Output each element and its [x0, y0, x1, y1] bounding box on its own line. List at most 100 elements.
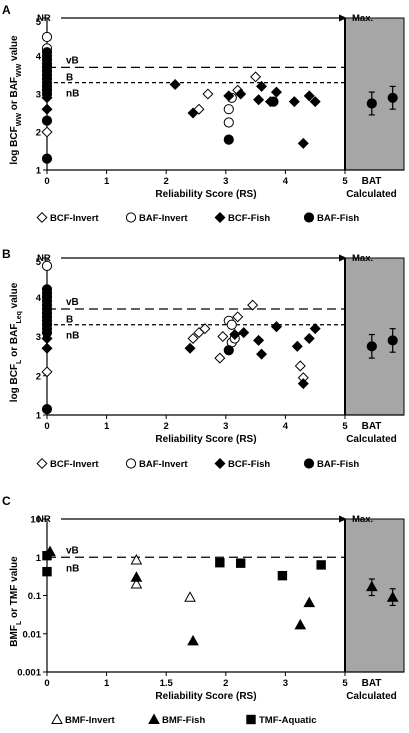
series-bmf-invert	[130, 553, 196, 602]
data-point	[303, 90, 315, 102]
y-tick-label: 2	[36, 371, 41, 382]
y-tick-label: 5	[36, 17, 42, 28]
x-tick-label: 5	[342, 421, 348, 432]
legend-marker	[36, 211, 48, 224]
data-point	[41, 88, 53, 100]
arrow-end-label: Max.	[352, 253, 373, 264]
y-axis-label: BMFL or TMF value	[9, 556, 23, 647]
bat-point	[366, 98, 377, 109]
arrow-end-label: Max.	[352, 514, 373, 525]
y-tick-label: 0.1	[28, 591, 42, 602]
panel-label: B	[2, 247, 11, 261]
data-point	[41, 327, 53, 338]
reliability-arrow-head	[339, 254, 347, 262]
data-point	[226, 319, 237, 330]
data-point	[223, 345, 234, 356]
y-tick-label: 1	[36, 166, 42, 177]
data-point	[303, 596, 316, 608]
x-tick-label: 0	[44, 176, 49, 187]
y-tick-label: 4	[36, 293, 42, 304]
data-point	[41, 115, 53, 126]
data-point	[187, 634, 199, 646]
x-tick-label: 2	[164, 421, 169, 432]
series-baf-fish	[41, 284, 234, 415]
legend-marker	[36, 457, 48, 470]
data-point	[41, 404, 53, 415]
legend-marker	[246, 714, 256, 725]
bat-point	[366, 341, 377, 352]
data-point	[41, 103, 53, 115]
data-point	[214, 352, 226, 364]
y-tick-label: 3	[36, 332, 41, 343]
reliability-arrow-head	[339, 515, 347, 523]
y-axis-label-part: value	[9, 282, 20, 311]
data-point	[291, 340, 303, 352]
x-tick-label: 2	[223, 678, 228, 689]
y-tick-label: 10	[30, 515, 41, 526]
data-point	[41, 366, 53, 378]
bat-point	[387, 92, 398, 103]
legend-marker	[51, 713, 63, 724]
y-tick-label: 1	[36, 553, 42, 564]
y-tick-label: 1	[36, 411, 42, 422]
y-axis-label: log BCFL or BAFLeq value	[9, 282, 23, 402]
bat-point	[365, 580, 378, 592]
data-point	[223, 134, 234, 145]
threshold-label-above: vB	[66, 545, 79, 556]
data-point	[256, 348, 268, 360]
series-baf-fish	[41, 47, 279, 164]
data-point	[297, 137, 309, 149]
data-point	[187, 332, 199, 344]
bat-label: Calculated	[346, 189, 397, 200]
series-bmf-fish	[44, 545, 316, 646]
legend-label: BCF-Invert	[50, 213, 99, 224]
y-axis-label-part: Leq	[16, 311, 23, 323]
data-point	[202, 88, 214, 100]
x-tick-label: 4	[283, 421, 289, 432]
legend-marker	[303, 212, 315, 223]
data-point	[235, 88, 247, 100]
data-point	[232, 311, 244, 323]
data-point	[41, 342, 53, 354]
data-point	[169, 78, 181, 91]
legend-label: BAF-Invert	[139, 459, 188, 470]
legend-label: BAF-Fish	[317, 459, 359, 470]
data-point	[270, 86, 282, 98]
legend-marker	[303, 458, 315, 469]
threshold-label-below: nB	[66, 89, 79, 100]
y-tick-label: 3	[36, 90, 41, 101]
legend-label: TMF-Aquatic	[259, 715, 317, 726]
panel-label: C	[2, 494, 11, 508]
x-tick-label: 0	[44, 421, 49, 432]
data-point	[41, 332, 53, 344]
bat-point	[387, 335, 398, 346]
legend: BCF-Invert BAF-Invert BCF-Fish BAF-Fish	[36, 211, 359, 224]
y-axis-label-part: WW	[16, 63, 23, 77]
data-point	[41, 153, 53, 164]
threshold-label-above: B	[66, 315, 73, 326]
data-point	[187, 107, 199, 119]
data-point	[303, 332, 315, 344]
x-tick-label: 1	[104, 678, 110, 689]
x-tick-label: 1	[104, 421, 110, 432]
series-bcf-invert	[41, 71, 262, 138]
y-tick-label: 2	[36, 128, 41, 139]
data-point	[270, 321, 282, 333]
y-axis-label-part: or BAF	[9, 324, 20, 360]
bat-label: BAT	[362, 678, 382, 689]
x-tick-label: 0	[44, 678, 49, 689]
data-point	[297, 378, 309, 390]
arrow-end-label: Max.	[352, 13, 373, 24]
x-tick-label: 5	[342, 176, 348, 187]
threshold-label-below: nB	[66, 331, 79, 342]
data-point	[184, 342, 196, 354]
bat-label: BAT	[362, 421, 382, 432]
x-tick-label: 3	[223, 421, 228, 432]
data-point	[247, 299, 259, 311]
threshold-label-above: vB	[66, 297, 79, 308]
y-tick-label: 4	[36, 52, 42, 63]
data-point	[309, 323, 321, 335]
legend: BMF-Invert BMF-Fish TMF-Aquatic	[51, 713, 317, 726]
legend-label: BAF-Fish	[317, 213, 359, 224]
